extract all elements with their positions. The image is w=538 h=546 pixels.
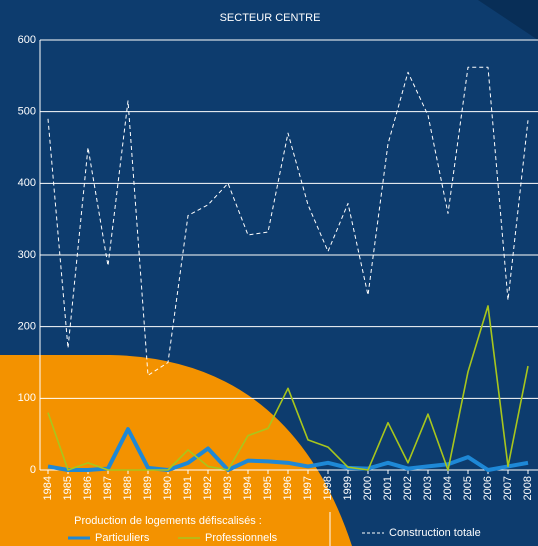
series-line — [47, 66, 529, 376]
x-tick-label: 1991 — [182, 476, 194, 500]
x-tick-label: 1997 — [302, 476, 314, 500]
y-tick-label: 100 — [18, 392, 36, 404]
x-tick-label: 1993 — [222, 476, 234, 500]
y-tick-label: 600 — [18, 34, 36, 46]
legend-label: Particuliers — [95, 532, 150, 544]
x-tick-label: 2006 — [482, 476, 494, 500]
orange-shape — [0, 355, 352, 546]
x-tick-label: 1990 — [162, 476, 174, 500]
legend-label: Professionnels — [205, 532, 278, 544]
x-tick-label: 2001 — [382, 476, 394, 500]
x-tick-label: 1998 — [322, 476, 334, 500]
x-tick-label: 1999 — [342, 476, 354, 500]
x-tick-label: 2002 — [402, 476, 414, 500]
legend-label: Construction totale — [389, 527, 481, 539]
x-tick-label: 2005 — [462, 476, 474, 500]
y-tick-label: 500 — [18, 106, 36, 118]
y-tick-label: 0 — [30, 464, 36, 476]
y-tick-label: 200 — [18, 321, 36, 333]
x-tick-label: 1992 — [202, 476, 214, 500]
x-tick-label: 1996 — [282, 476, 294, 500]
series-line — [47, 305, 529, 471]
x-tick-label: 1994 — [242, 476, 254, 500]
x-tick-label: 1985 — [62, 476, 74, 500]
x-tick-label: 1986 — [82, 476, 94, 500]
x-tick-label: 1988 — [122, 476, 134, 500]
chart-title: SECTEUR CENTRE — [220, 12, 321, 24]
series-line — [47, 427, 529, 472]
y-tick-label: 400 — [18, 177, 36, 189]
x-tick-label: 1987 — [102, 476, 114, 500]
x-tick-label: 2000 — [362, 476, 374, 500]
x-tick-label: 2008 — [522, 476, 534, 500]
legend-title: Production de logements défiscalisés : — [74, 515, 262, 527]
x-tick-label: 1995 — [262, 476, 274, 500]
x-tick-label: 2007 — [502, 476, 514, 500]
y-tick-label: 300 — [18, 249, 36, 261]
x-tick-label: 2004 — [442, 476, 454, 500]
x-tick-label: 1989 — [142, 476, 154, 500]
x-tick-label: 2003 — [422, 476, 434, 500]
corner-shade — [478, 0, 538, 40]
x-tick-label: 1984 — [42, 476, 54, 500]
